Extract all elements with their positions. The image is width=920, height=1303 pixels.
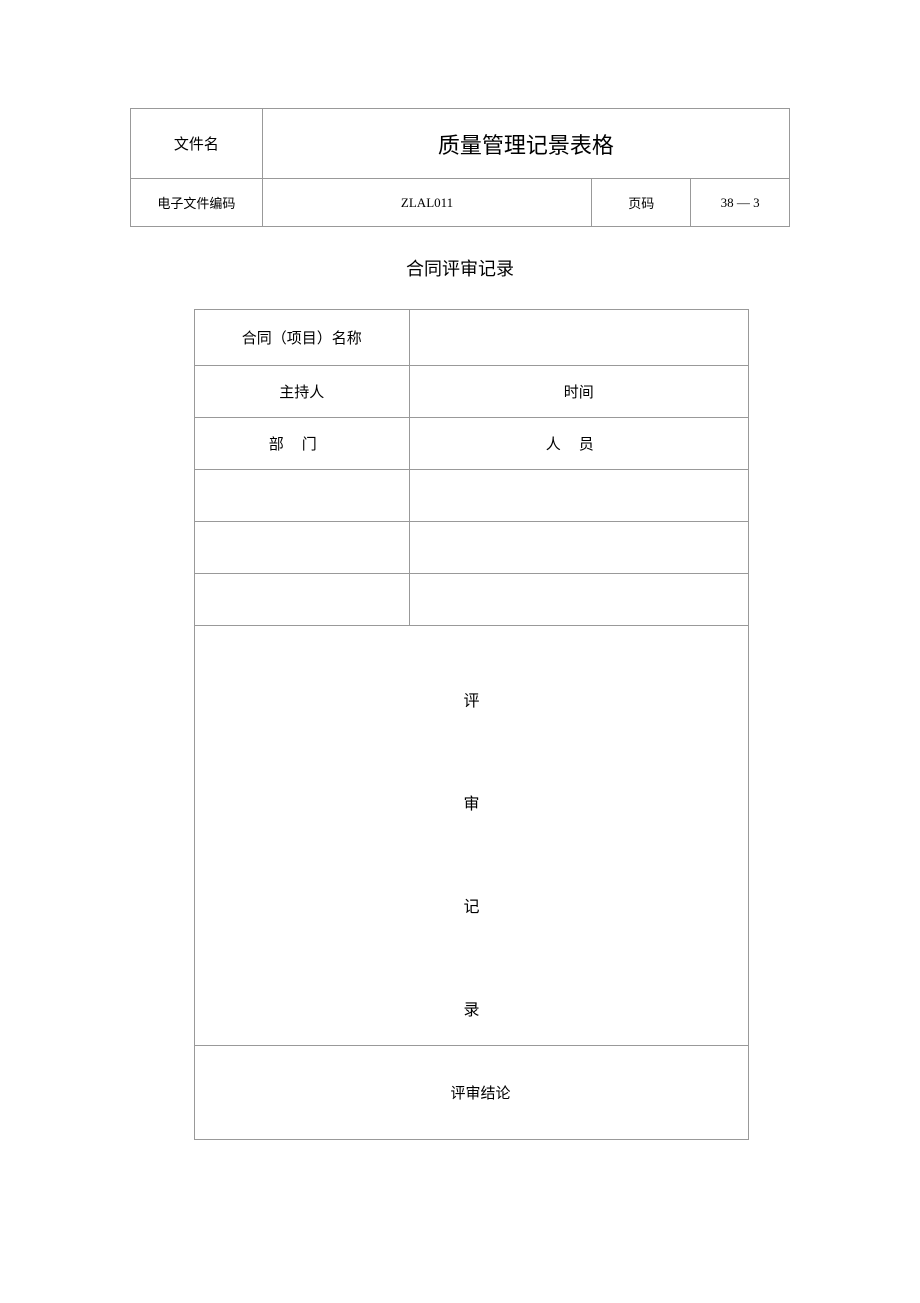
page-label: 页码 — [592, 179, 691, 227]
empty-cell-2a — [195, 522, 410, 574]
conclusion-label: 评审结论 — [195, 1046, 749, 1140]
time-label: 时间 — [409, 366, 748, 418]
form-table: 合同（项目）名称 主持人 时间 部门 人员 评 审 — [194, 309, 749, 1140]
section-title: 合同评审记录 — [130, 255, 790, 281]
empty-row-2 — [195, 522, 749, 574]
review-char-4: 录 — [203, 1003, 740, 1019]
review-char-2: 审 — [203, 797, 740, 813]
dept-personnel-row: 部门 人员 — [195, 418, 749, 470]
review-char-3: 记 — [203, 900, 740, 916]
code-value: ZLAL011 — [262, 179, 592, 227]
contract-name-row: 合同（项目）名称 — [195, 310, 749, 366]
review-record-label: 评 审 记 录 — [203, 694, 740, 1019]
empty-row-1 — [195, 470, 749, 522]
page-container: 文件名 质量管理记景表格 电子文件编码 ZLAL011 页码 38 — 3 合同… — [0, 0, 920, 1140]
code-label: 电子文件编码 — [131, 179, 263, 227]
empty-row-3 — [195, 574, 749, 626]
conclusion-row: 评审结论 — [195, 1046, 749, 1140]
personnel-label: 人员 — [409, 418, 748, 470]
host-time-row: 主持人 时间 — [195, 366, 749, 418]
header-row-2: 电子文件编码 ZLAL011 页码 38 — 3 — [131, 179, 790, 227]
department-label: 部门 — [195, 418, 410, 470]
empty-cell-1b — [409, 470, 748, 522]
contract-name-value — [409, 310, 748, 366]
page-value: 38 — 3 — [691, 179, 790, 227]
review-record-row: 评 审 记 录 — [195, 626, 749, 1046]
contract-name-label: 合同（项目）名称 — [195, 310, 410, 366]
header-row-1: 文件名 质量管理记景表格 — [131, 109, 790, 179]
host-label: 主持人 — [195, 366, 410, 418]
form-title: 质量管理记景表格 — [262, 109, 789, 179]
empty-cell-2b — [409, 522, 748, 574]
review-record-cell: 评 审 记 录 — [195, 626, 749, 1046]
empty-cell-1a — [195, 470, 410, 522]
review-char-1: 评 — [203, 694, 740, 710]
empty-cell-3a — [195, 574, 410, 626]
empty-cell-3b — [409, 574, 748, 626]
file-name-label: 文件名 — [131, 109, 263, 179]
header-table: 文件名 质量管理记景表格 电子文件编码 ZLAL011 页码 38 — 3 — [130, 108, 790, 227]
